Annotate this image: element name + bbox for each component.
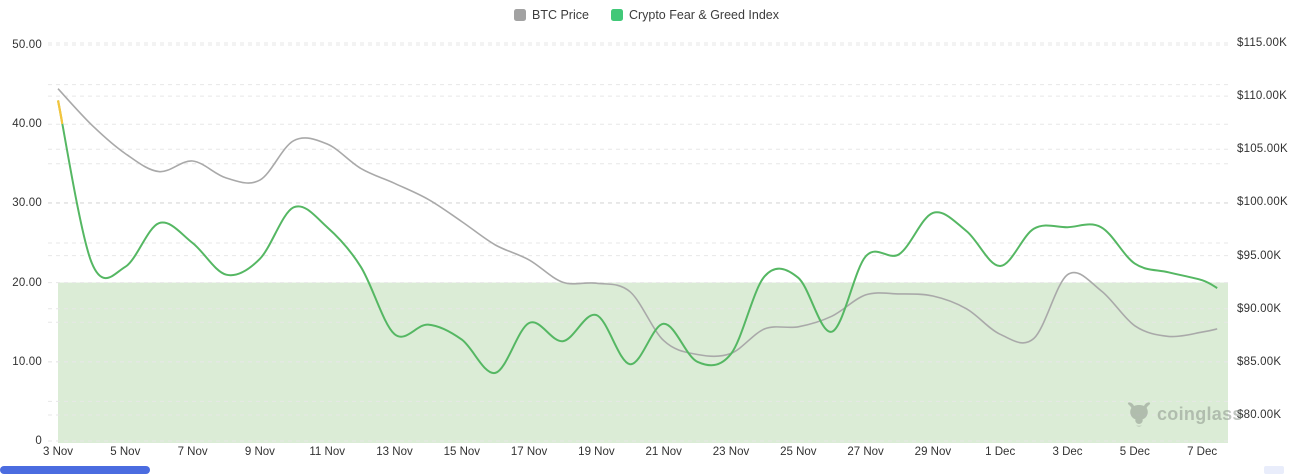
chart-legend: BTC Price Crypto Fear & Greed Index [0,6,1293,24]
right-axis-tick-label: $85.00K [1237,355,1282,368]
x-axis-tick-label: 13 Nov [376,446,413,458]
right-axis-tick-label: $95.00K [1237,249,1282,262]
x-axis-tick-label: 5 Nov [110,446,141,458]
btc-price-swatch-icon [513,9,526,21]
right-axis-tick-label: $100.00K [1237,196,1288,209]
x-axis-tick-label: 1 Dec [985,446,1016,458]
right-axis-tick-label: $90.00K [1237,302,1282,315]
x-axis-tick-label: 3 Nov [42,446,74,458]
left-axis-tick-label: 50.00 [12,39,42,51]
x-axis-tick-label: 21 Nov [645,446,682,458]
scrollbar-right-cap[interactable] [1264,466,1284,474]
right-axis-tick-label: $80.00K [1237,409,1282,422]
left-axis-tick-label: 30.00 [12,197,42,210]
legend-item-btc-price[interactable]: BTC Price [513,8,589,22]
left-axis-tick-label: 10.00 [12,355,42,368]
btc-price-line [57,88,1218,358]
legend-label-fear-greed: Crypto Fear & Greed Index [628,8,780,22]
extreme-fear-band [58,282,1228,443]
legend-item-fear-greed[interactable]: Crypto Fear & Greed Index [610,8,780,22]
right-axis-tick-label: $110.00K [1237,90,1287,103]
x-axis-tick-label: 7 Dec [1187,446,1218,458]
left-axis-tick-label: 0 [35,435,42,447]
fear-greed-line [57,100,1218,374]
x-axis-tick-label: 23 Nov [712,446,750,458]
right-axis-tick-label: $105.00K [1237,143,1288,156]
left-axis-tick-label: 40.00 [12,118,42,131]
x-axis-tick-label: 7 Nov [177,446,208,458]
fear-greed-swatch-icon [610,9,623,21]
right-axis-tick-label: $115.00K [1237,37,1287,49]
x-axis-tick-label: 9 Nov [244,446,275,458]
x-axis-tick-label: 25 Nov [780,446,817,458]
x-axis-tick-label: 11 Nov [309,446,345,458]
x-axis-tick-label: 5 Dec [1119,446,1150,458]
left-axis-tick-label: 20.00 [12,276,42,289]
x-axis-tick-label: 27 Nov [847,446,884,458]
x-axis-tick-label: 19 Nov [578,446,615,458]
x-axis-tick-label: 15 Nov [443,446,481,458]
x-axis-tick-label: 3 Dec [1052,446,1083,458]
x-axis-tick-label: 29 Nov [914,446,952,458]
x-axis-tick-label: 17 Nov [510,446,548,458]
legend-label-btc-price: BTC Price [531,8,589,22]
scrollbar-thumb[interactable] [0,466,150,474]
